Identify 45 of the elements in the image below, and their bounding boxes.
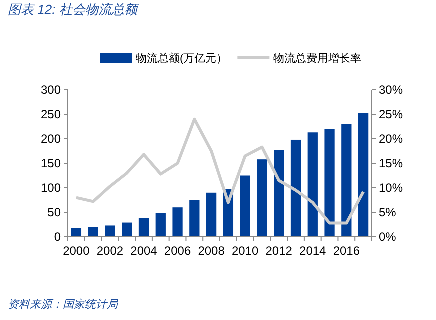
- y2-tick-label: 25%: [379, 108, 404, 122]
- y-tick-label: 150: [40, 156, 62, 170]
- y-tick-label: 100: [40, 181, 62, 195]
- y-tick-label: 0: [54, 230, 62, 244]
- y2-tick-label: 15%: [379, 156, 404, 170]
- bar: [71, 228, 82, 237]
- bar: [156, 213, 166, 237]
- y2-tick-label: 30%: [379, 83, 404, 97]
- y2-tick-label: 10%: [379, 181, 404, 195]
- bar: [172, 208, 183, 237]
- legend-label: 物流总费用增长率: [274, 52, 362, 65]
- bar: [122, 222, 132, 237]
- x-tick-label: 2004: [130, 244, 158, 258]
- bar: [358, 113, 369, 237]
- bar: [105, 226, 116, 237]
- line-series: [74, 118, 366, 225]
- legend-label: 物流总额(万亿元）: [136, 52, 228, 65]
- y-tick-label: 50: [48, 206, 62, 220]
- bar: [138, 218, 150, 237]
- bar: [190, 200, 200, 237]
- y2-tick-label: 0%: [379, 230, 397, 244]
- x-tick-label: 2010: [232, 244, 260, 258]
- bar: [290, 140, 302, 237]
- bar: [274, 150, 284, 237]
- x-tick-label: 2016: [333, 244, 360, 258]
- text: 资料来源：国家统计局: [8, 298, 119, 311]
- bar: [206, 192, 217, 237]
- x-tick-label: 2012: [266, 244, 293, 258]
- bar: [324, 129, 335, 237]
- bar: [240, 176, 250, 237]
- bar: [88, 227, 98, 237]
- x-tick-label: 2008: [198, 244, 226, 258]
- bar: [257, 160, 268, 237]
- y-tick-label: 250: [40, 108, 62, 122]
- bar: [342, 124, 352, 237]
- x-tick-label: 2014: [300, 244, 327, 258]
- chart-title: 图表 12: 社会物流总额: [8, 2, 140, 17]
- y-tick-label: 300: [40, 83, 62, 97]
- x-tick-label: 2000: [63, 244, 90, 258]
- y2-tick-label: 5%: [379, 206, 397, 220]
- x-tick-label: 2002: [96, 244, 124, 258]
- y-tick-label: 200: [40, 132, 62, 146]
- y2-tick-label: 20%: [379, 132, 404, 146]
- x-tick-label: 2006: [164, 244, 192, 258]
- bar: [308, 132, 318, 237]
